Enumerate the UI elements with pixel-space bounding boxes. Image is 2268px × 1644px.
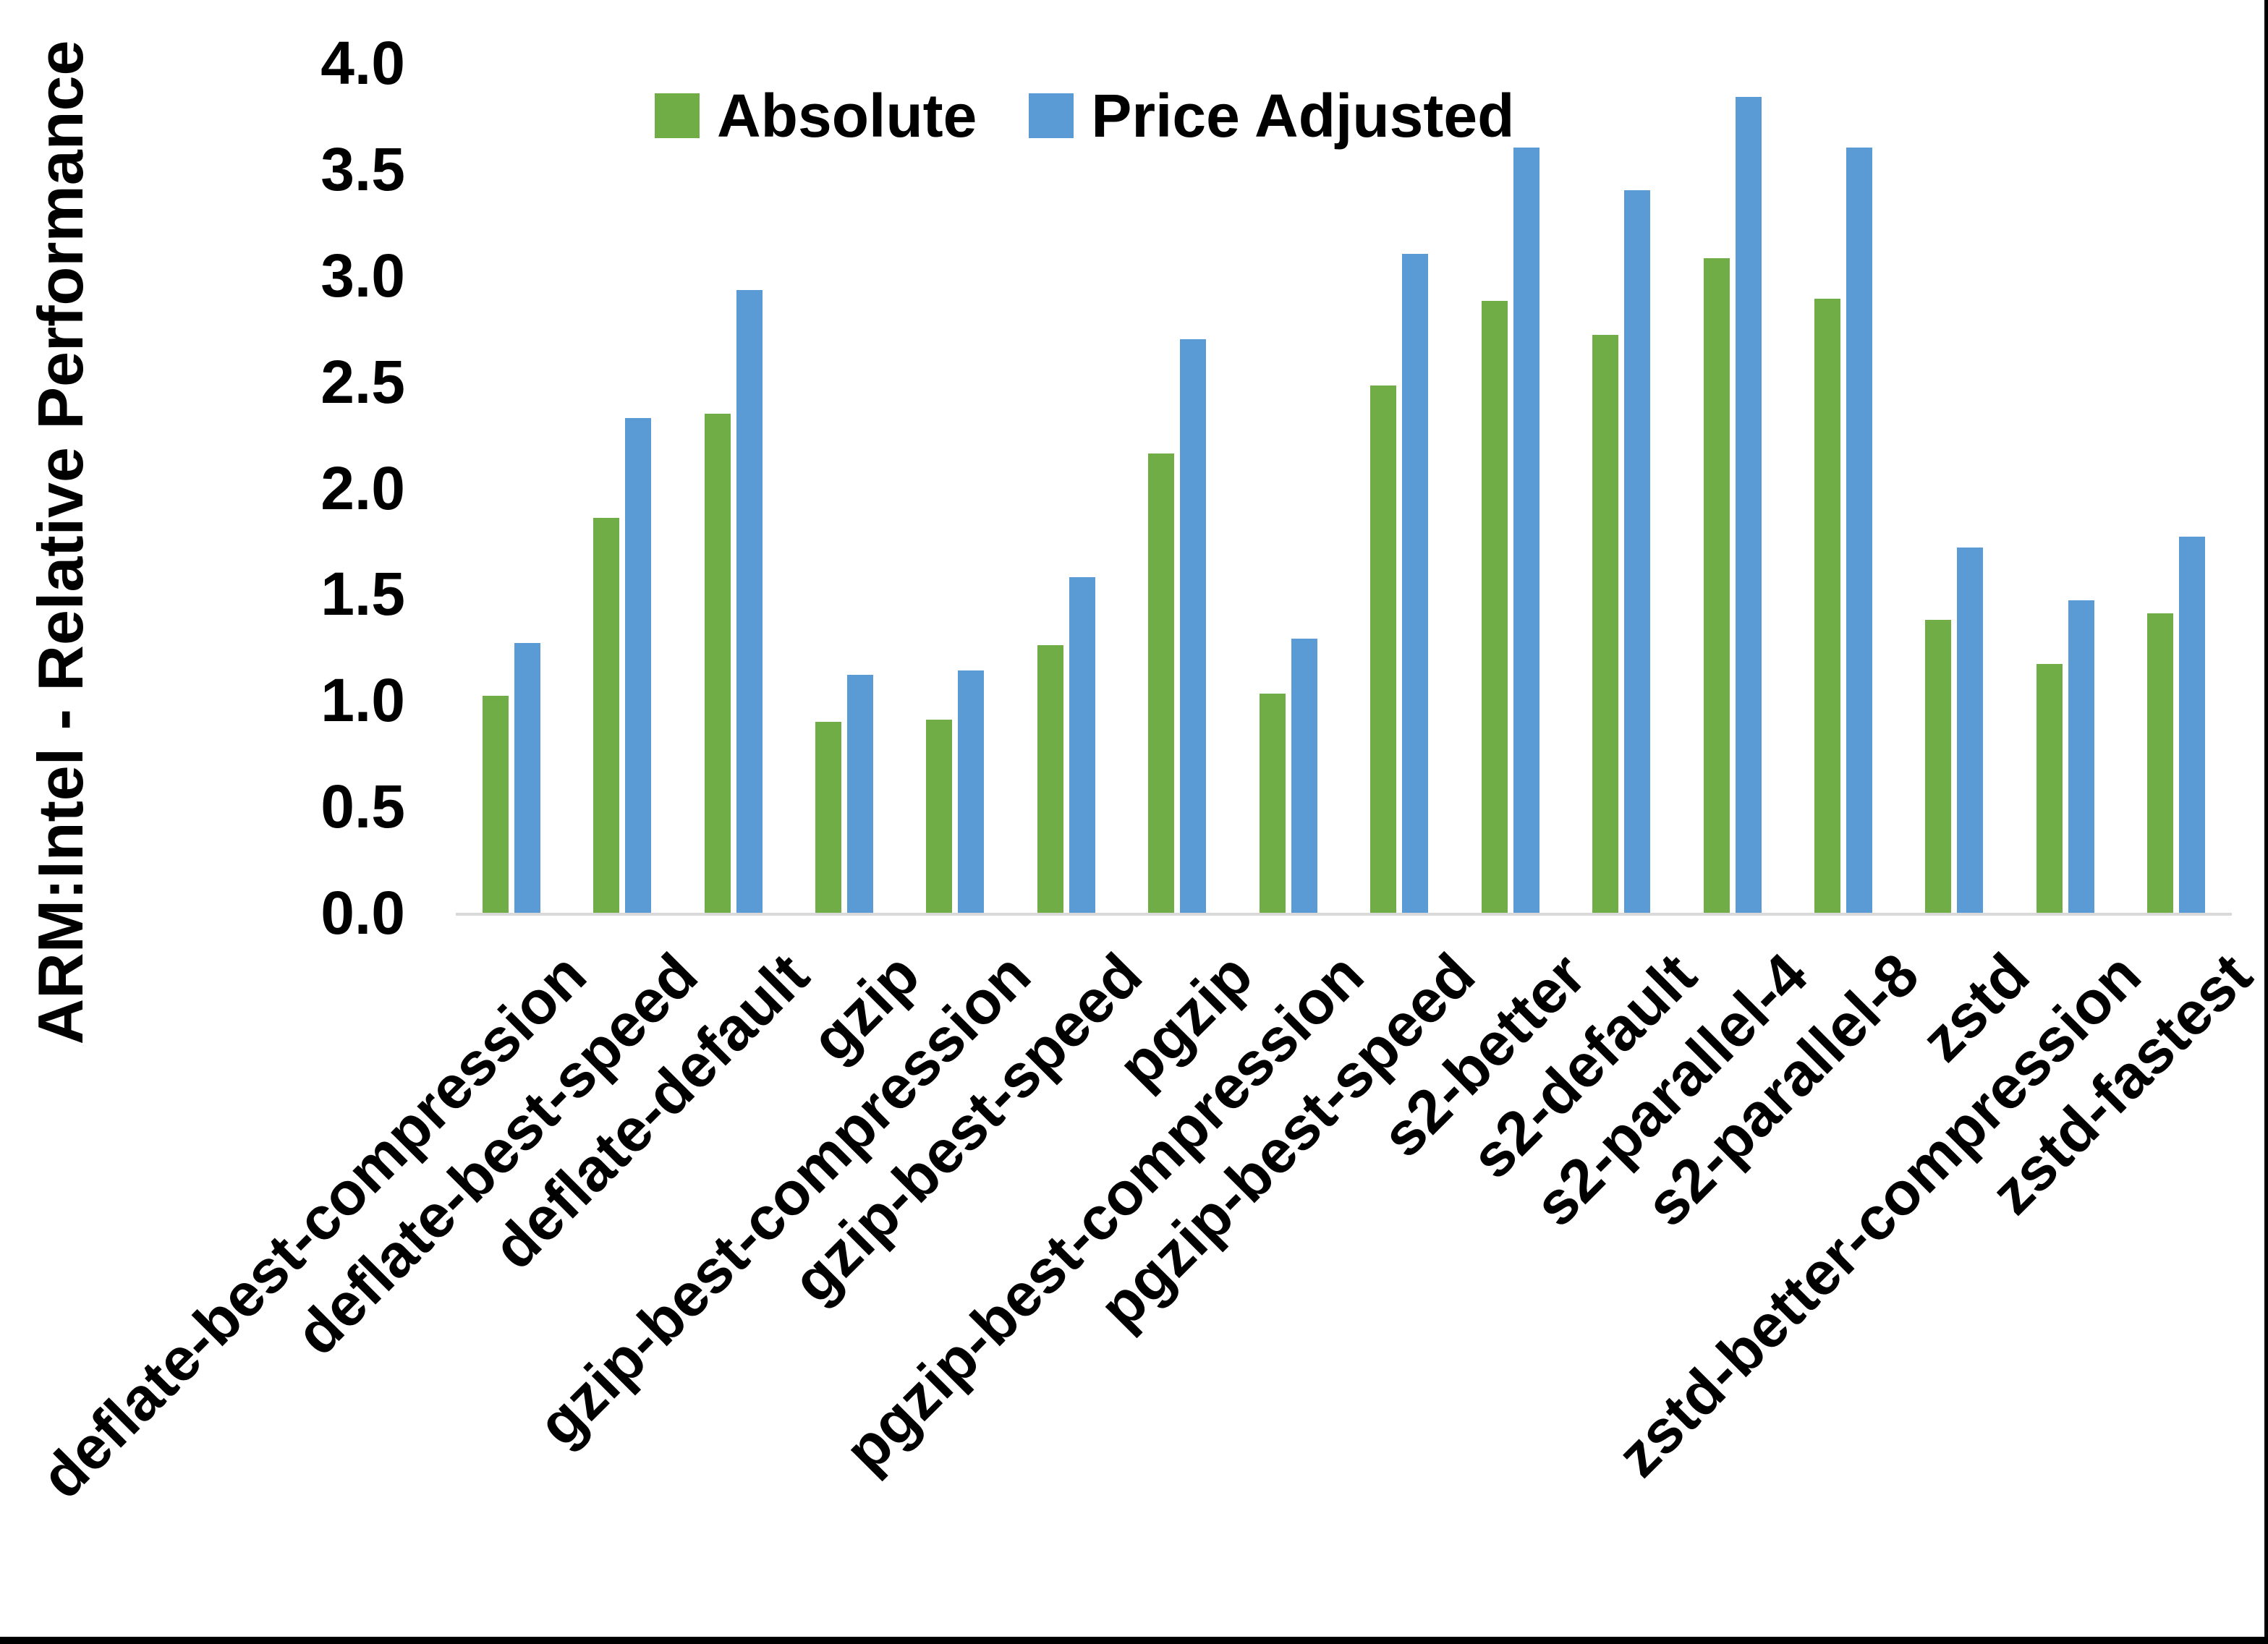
bar-group-s2-parallel-4 [1677,63,1788,913]
bar-price-adjusted-zstd [1957,548,1984,913]
y-tick-0.0: 0.0 [320,879,405,947]
bar-price-adjusted-deflate-best-compression [514,643,540,913]
bar-price-adjusted-s2-default [1624,190,1651,913]
frame-bottom-edge [0,1637,2268,1644]
legend-swatch-absolute [655,93,700,138]
bar-group-pgzip [1122,63,1233,913]
bar-group-deflate-default [678,63,789,913]
y-tick-1.5: 1.5 [320,560,405,629]
bar-absolute-gzip [815,722,842,913]
bar-absolute-zstd [1925,620,1952,913]
y-tick-1.0: 1.0 [320,666,405,735]
y-tick-0.5: 0.5 [320,772,405,841]
frame-right-edge [2264,0,2268,1644]
bar-absolute-deflate-default [704,414,731,913]
bar-absolute-pgzip-best-compression [1259,694,1286,913]
y-tick-2.5: 2.5 [320,347,405,416]
bar-price-adjusted-pgzip [1180,339,1207,913]
bar-group-deflate-best-compression [456,63,566,913]
bar-price-adjusted-gzip-best-speed [1069,577,1095,913]
bar-group-pgzip-best-compression [1233,63,1343,913]
bar-group-s2-parallel-8 [1788,63,1898,913]
bar-price-adjusted-s2-better [1513,148,1539,913]
bar-absolute-zstd-better-compression [2036,664,2063,913]
legend-label-price-adjusted: Price Adjusted [1091,82,1515,150]
y-axis-ticks: 4.0 3.5 3.0 2.5 2.0 1.5 1.0 0.5 0.0 [0,0,405,1013]
bar-absolute-s2-parallel-8 [1814,299,1840,913]
bar-price-adjusted-zstd-fastest [2179,537,2206,913]
legend: Absolute Price Adjusted [655,85,1514,146]
bar-group-s2-better [1455,63,1566,913]
bar-group-deflate-best-speed [566,63,677,913]
y-tick-3.5: 3.5 [320,135,405,203]
bar-absolute-gzip-best-compression [926,720,953,913]
bar-price-adjusted-pgzip-best-speed [1402,254,1429,913]
bar-price-adjusted-s2-parallel-4 [1735,97,1762,913]
bar-price-adjusted-gzip-best-compression [958,670,985,913]
bar-absolute-s2-better [1481,301,1508,913]
bar-absolute-deflate-best-compression [482,696,509,913]
bar-absolute-zstd-fastest [2147,613,2174,913]
bar-absolute-pgzip-best-speed [1370,386,1397,913]
bar-group-s2-default [1566,63,1676,913]
bar-price-adjusted-deflate-best-speed [625,418,652,913]
y-tick-4.0: 4.0 [320,29,405,97]
bar-price-adjusted-s2-parallel-8 [1846,148,1872,913]
bar-group-gzip-best-speed [1011,63,1121,913]
bar-group-zstd-better-compression [2010,63,2120,913]
bar-absolute-pgzip [1148,453,1175,913]
bar-price-adjusted-zstd-better-compression [2068,600,2094,913]
plot-area [456,63,2232,916]
bar-absolute-s2-default [1592,335,1619,913]
bar-group-zstd [1899,63,2010,913]
legend-item-price-adjusted: Price Adjusted [1029,85,1514,146]
bar-group-zstd-fastest [2121,63,2232,913]
bar-price-adjusted-pgzip-best-compression [1291,639,1317,913]
bar-absolute-deflate-best-speed [593,518,620,913]
legend-swatch-price-adjusted [1029,93,1074,138]
y-tick-2.0: 2.0 [320,453,405,522]
bar-group-pgzip-best-speed [1344,63,1455,913]
bar-group-gzip-best-compression [900,63,1011,913]
y-tick-3.0: 3.0 [320,241,405,310]
bar-absolute-s2-parallel-4 [1703,258,1730,913]
bar-price-adjusted-deflate-default [736,290,763,913]
legend-label-absolute: Absolute [717,82,977,150]
bar-price-adjusted-gzip [847,675,874,913]
legend-item-absolute: Absolute [655,85,977,146]
bar-group-gzip [789,63,899,913]
bar-absolute-gzip-best-speed [1037,645,1063,913]
